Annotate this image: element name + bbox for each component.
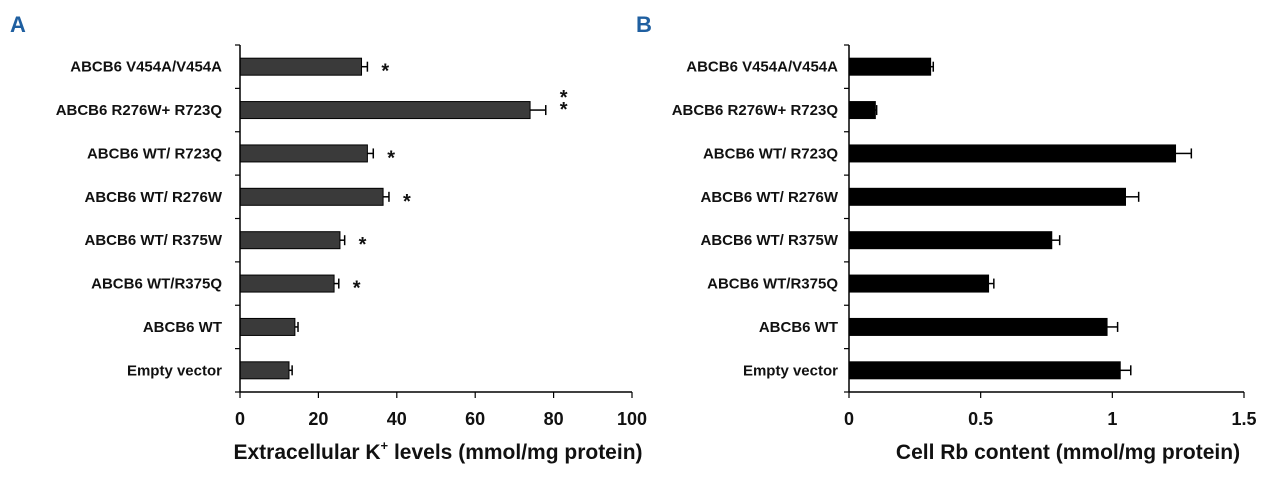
panel-a-bar (239, 231, 341, 250)
panel-b-category-label: ABCB6 WT/ R375W (700, 232, 838, 249)
panel-b-category-labels: ABCB6 V454A/V454A ABCB6 R276W+ R723Q ABCB6… (672, 59, 839, 380)
panel-a-bar (239, 274, 335, 293)
panel-a-x-tick-label: 40 (387, 409, 407, 429)
panel-a-error-bar (334, 278, 340, 289)
panel-b-x-tick-label: 0.5 (968, 409, 993, 429)
panel-a-significance-marker: * (381, 61, 389, 83)
panel-b-error-bar (930, 61, 935, 72)
panel-a-tick-labels: 0 20 40 60 80 100 (235, 409, 647, 429)
panel-b-bar (848, 274, 990, 293)
panel-b-bar (848, 361, 1121, 380)
panel-a-x-axis-title-sup: + (381, 438, 389, 453)
panel-a-bar (239, 317, 296, 336)
panel-a-bar (239, 57, 363, 76)
panel-b-error-bar (875, 105, 878, 116)
panel-b-letter: B (636, 12, 652, 37)
panel-a-x-tick-label: 100 (617, 409, 647, 429)
panel-a-category-label: Empty vector (127, 362, 222, 379)
panel-b-error-bar (1125, 191, 1140, 202)
panel-a-bar (239, 187, 384, 206)
panel-a-error-bar (339, 235, 346, 246)
panel-b-error-bar (1051, 235, 1061, 246)
panel-a-error-bar (294, 321, 299, 332)
panel-a-category-label: ABCB6 WT/ R375W (84, 232, 222, 249)
panel-b-category-label: ABCB6 WT/R375Q (707, 276, 838, 293)
panel-b-axes (844, 44, 1245, 398)
panel-b-error-bar (988, 278, 995, 289)
panel-a-category-label: ABCB6 V454A/V454A (70, 59, 222, 76)
panel-a-bar (239, 361, 290, 380)
panel-a-x-tick-label: 60 (465, 409, 485, 429)
panel-b-category-label: Empty vector (743, 362, 838, 379)
panel-b-x-tick-label: 1 (1107, 409, 1117, 429)
panel-b-category-label: ABCB6 WT/ R276W (700, 189, 838, 206)
panel-b-x-axis-title: Cell Rb content (mmol/mg protein) (896, 441, 1240, 464)
panel-a-letter: A (10, 12, 26, 37)
panel-b-x-tick-label: 1.5 (1231, 409, 1256, 429)
panel-a-x-axis-title-suffix: levels (mmol/mg protein) (388, 441, 642, 464)
panel-a-significance-marker: * (560, 99, 568, 121)
panel-a-significance-marker: * (387, 147, 395, 169)
panel-a-x-tick-label: 20 (308, 409, 328, 429)
panel-b-bars (848, 57, 1177, 380)
panel-a-x-tick-label: 80 (544, 409, 564, 429)
panel-b-tick-labels: 0 0.5 1 1.5 (844, 409, 1257, 429)
panel-b-bar (848, 57, 932, 76)
panel-a-bar (239, 144, 368, 163)
panel-b-bar (848, 317, 1108, 336)
panel-a-category-label: ABCB6 R276W+ R723Q (56, 102, 223, 119)
panel-a-error-bar (361, 61, 369, 72)
panel-a-significance-marker: * (560, 87, 568, 109)
panel-a-category-label: ABCB6 WT (143, 319, 222, 336)
panel-b-error-bars (875, 61, 1193, 376)
panel-a-category-label: ABCB6 WT/ R723Q (87, 145, 222, 162)
panel-b-error-bar (1120, 365, 1132, 376)
panel-a-error-bar (383, 191, 390, 202)
panel-b-category-label: ABCB6 WT (759, 319, 838, 336)
panel-a-bars (239, 57, 531, 380)
panel-b-category-label: ABCB6 V454A/V454A (686, 59, 838, 76)
panel-a-error-bar (367, 148, 375, 159)
panel-a-significance-marker: * (403, 191, 411, 213)
panel-a-significance-marker: * (353, 278, 361, 300)
panel-b-bar (848, 231, 1053, 250)
panel-a-category-label: ABCB6 WT/ R276W (84, 189, 222, 206)
panel-b-bar (848, 101, 876, 120)
panel-a-category-label: ABCB6 WT/R375Q (91, 276, 222, 293)
panel-a-error-bars (289, 61, 547, 376)
panel-b-category-label: ABCB6 WT/ R723Q (703, 145, 838, 162)
panel-a-significance-marker: * (359, 234, 367, 256)
panel-b-category-label: ABCB6 R276W+ R723Q (672, 102, 839, 119)
panel-a-bar (239, 101, 531, 120)
panel-b-x-tick-label: 0 (844, 409, 854, 429)
panel-b-bar (848, 144, 1177, 163)
panel-a-x-axis-title-main: Extracellular K (233, 441, 380, 464)
panel-a-error-bar (289, 365, 293, 376)
panel-b-error-bar (1175, 148, 1193, 159)
panel-b-bar (848, 187, 1126, 206)
panel-b-error-bar (1107, 321, 1119, 332)
panel-a-significance: ******* (353, 61, 568, 300)
panel-a-error-bar (530, 105, 547, 116)
panel-a-x-tick-label: 0 (235, 409, 245, 429)
panel-a-axes (235, 44, 633, 398)
panel-a-category-labels: ABCB6 V454A/V454A ABCB6 R276W+ R723Q ABCB6… (56, 59, 223, 380)
panel-a-x-axis-title: Extracellular K+ levels (mmol/mg protein… (233, 438, 642, 464)
